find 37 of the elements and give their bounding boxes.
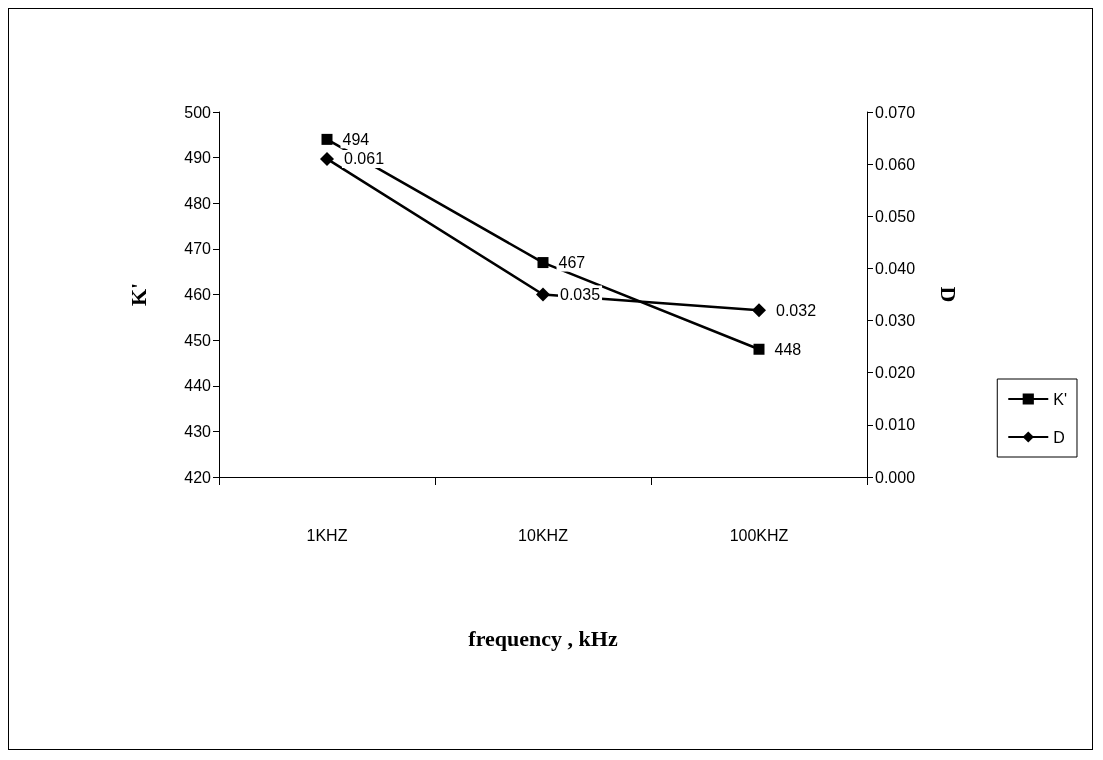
legend-label: D: [1053, 428, 1065, 446]
x-tick-label: 1KHZ: [306, 526, 348, 544]
y-tick-label: 500: [184, 103, 212, 121]
y-tick-label: 460: [184, 286, 212, 303]
y2-tick-label: 0.000: [875, 468, 916, 486]
point: [321, 133, 333, 145]
y-tick-label: 490: [184, 149, 212, 167]
point: [536, 287, 550, 302]
y-tick-label: 440: [184, 377, 212, 395]
point: [753, 343, 765, 355]
y-tick-label: 430: [184, 422, 212, 440]
y2-tick-label: 0.060: [875, 155, 916, 173]
data-label: 0.032: [776, 301, 817, 319]
y-axis-title: K': [125, 282, 151, 307]
legend-label: K': [1053, 390, 1068, 408]
x-axis-title: frequency , kHz: [468, 625, 618, 651]
y-tick-label: 420: [184, 468, 212, 486]
y2-axis-title: D: [935, 286, 961, 303]
point: [537, 257, 549, 269]
y2-tick-label: 0.020: [875, 364, 916, 382]
y-tick-label: 480: [184, 194, 212, 212]
data-label: 0.035: [560, 286, 601, 303]
y2-tick-label: 0.040: [875, 259, 916, 277]
point: [752, 303, 766, 318]
y2-tick-label: 0.050: [875, 207, 916, 225]
x-tick-label: 100KHZ: [729, 526, 789, 544]
data-label: 494: [342, 130, 370, 148]
point: [320, 151, 334, 166]
y2-tick-label: 0.010: [875, 416, 916, 434]
y2-tick-label: 0.030: [875, 312, 916, 330]
y-tick-label: 470: [184, 240, 212, 258]
x-tick-label: 10KHZ: [518, 526, 569, 544]
y-tick-label: 450: [184, 331, 212, 349]
y2-tick-label: 0.070: [875, 103, 916, 121]
data-label: 448: [774, 340, 802, 358]
data-label: 467: [558, 254, 586, 272]
data-label: 0.061: [344, 150, 385, 168]
